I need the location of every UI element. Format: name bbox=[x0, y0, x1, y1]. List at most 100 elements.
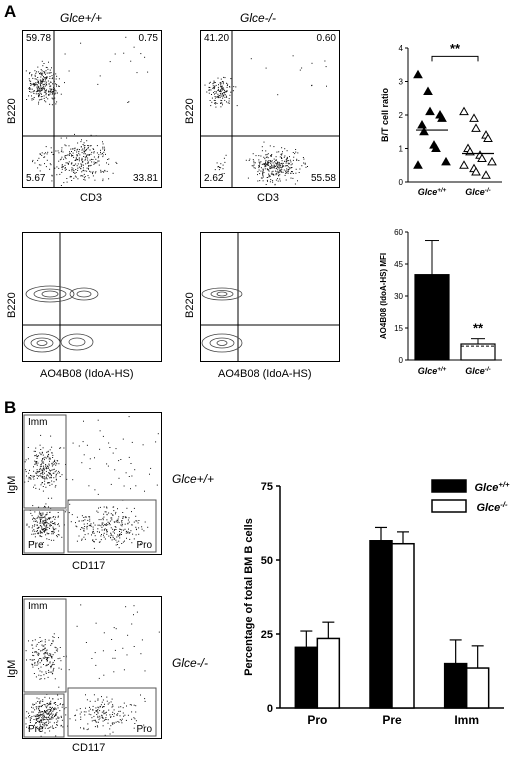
event-dot bbox=[261, 150, 263, 152]
event-dot bbox=[53, 664, 55, 665]
event-dot bbox=[42, 471, 44, 473]
event-dot bbox=[46, 524, 48, 526]
event-dot bbox=[114, 521, 116, 523]
event-dot bbox=[286, 156, 288, 158]
event-dot bbox=[290, 172, 292, 174]
event-dot bbox=[112, 704, 114, 706]
event-dot bbox=[267, 161, 269, 163]
event-dot bbox=[31, 88, 33, 90]
event-dot bbox=[86, 170, 88, 172]
event-dot bbox=[39, 532, 41, 534]
event-dot bbox=[38, 642, 40, 643]
event-dot bbox=[39, 714, 41, 716]
event-dot bbox=[104, 511, 106, 513]
event-dot bbox=[39, 471, 41, 473]
event-dot bbox=[34, 533, 36, 535]
event-dot bbox=[53, 667, 55, 669]
event-dot bbox=[42, 447, 44, 449]
event-dot bbox=[43, 715, 45, 717]
event-dot bbox=[79, 713, 81, 715]
flow1-ylabel: B220 bbox=[6, 98, 18, 124]
event-dot bbox=[42, 486, 44, 487]
event-dot bbox=[52, 639, 54, 641]
event-dot bbox=[47, 544, 49, 546]
event-dot bbox=[217, 93, 219, 95]
event-dot bbox=[49, 484, 51, 486]
event-dot bbox=[43, 528, 45, 530]
event-dot bbox=[43, 524, 45, 526]
event-dot bbox=[37, 661, 39, 662]
event-dot bbox=[45, 465, 46, 467]
event-dot bbox=[107, 524, 109, 526]
event-dot bbox=[49, 477, 51, 479]
event-dot bbox=[44, 655, 46, 657]
event-dot bbox=[109, 524, 111, 526]
event-dot bbox=[77, 148, 79, 150]
flowb2-xlabel: CD117 bbox=[72, 742, 106, 754]
event-dot bbox=[92, 159, 94, 160]
event-dot bbox=[86, 729, 88, 731]
event-dot bbox=[29, 659, 31, 661]
event-dot bbox=[121, 543, 123, 544]
event-dot bbox=[44, 71, 46, 73]
event-dot bbox=[33, 450, 35, 452]
event-dot bbox=[250, 58, 252, 60]
event-dot bbox=[41, 714, 43, 716]
event-dot bbox=[61, 164, 63, 166]
event-dot bbox=[279, 178, 281, 180]
event-dot bbox=[55, 485, 57, 487]
event-dot bbox=[43, 89, 45, 91]
event-dot bbox=[33, 715, 35, 717]
event-dot bbox=[104, 170, 106, 172]
event-dot bbox=[82, 160, 84, 162]
event-dot bbox=[43, 531, 45, 533]
event-dot bbox=[49, 671, 51, 673]
event-dot bbox=[92, 540, 94, 542]
legend-label: Glce-/- bbox=[476, 500, 508, 515]
flowb1-genotype: Glce+/+ bbox=[172, 472, 215, 486]
event-dot bbox=[278, 162, 280, 163]
event-dot bbox=[112, 731, 114, 733]
event-dot bbox=[38, 506, 40, 508]
event-dot bbox=[96, 510, 98, 512]
event-dot bbox=[71, 180, 73, 181]
event-dot bbox=[42, 482, 43, 483]
event-dot bbox=[49, 93, 51, 95]
event-dot bbox=[36, 527, 38, 529]
event-dot bbox=[46, 649, 48, 651]
event-dot bbox=[43, 523, 45, 525]
event-dot bbox=[121, 529, 123, 531]
event-dot bbox=[132, 533, 134, 535]
event-dot bbox=[42, 461, 44, 463]
event-dot bbox=[50, 709, 52, 711]
event-dot bbox=[131, 623, 133, 625]
event-dot bbox=[101, 701, 103, 703]
event-dot bbox=[42, 74, 43, 76]
event-dot bbox=[264, 166, 266, 168]
event-dot bbox=[31, 644, 33, 646]
event-dot bbox=[82, 167, 84, 169]
event-dot bbox=[123, 715, 125, 717]
event-dot bbox=[301, 165, 303, 167]
event-dot bbox=[262, 168, 264, 170]
event-dot bbox=[100, 171, 102, 173]
event-dot bbox=[47, 659, 48, 661]
event-dot bbox=[35, 706, 37, 708]
event-dot bbox=[46, 153, 48, 155]
event-dot bbox=[94, 457, 95, 459]
event-dot bbox=[117, 535, 119, 537]
event-dot bbox=[214, 97, 216, 99]
event-dot bbox=[39, 91, 41, 92]
event-dot bbox=[138, 533, 140, 535]
event-dot bbox=[144, 700, 146, 702]
event-dot bbox=[288, 163, 290, 165]
event-dot bbox=[49, 653, 51, 655]
event-dot bbox=[50, 89, 52, 91]
event-dot bbox=[97, 721, 99, 723]
event-dot bbox=[28, 478, 30, 480]
event-dot bbox=[40, 468, 42, 470]
event-dot bbox=[35, 702, 37, 704]
event-dot bbox=[114, 53, 116, 55]
event-dot bbox=[52, 710, 54, 712]
event-dot bbox=[284, 160, 286, 162]
